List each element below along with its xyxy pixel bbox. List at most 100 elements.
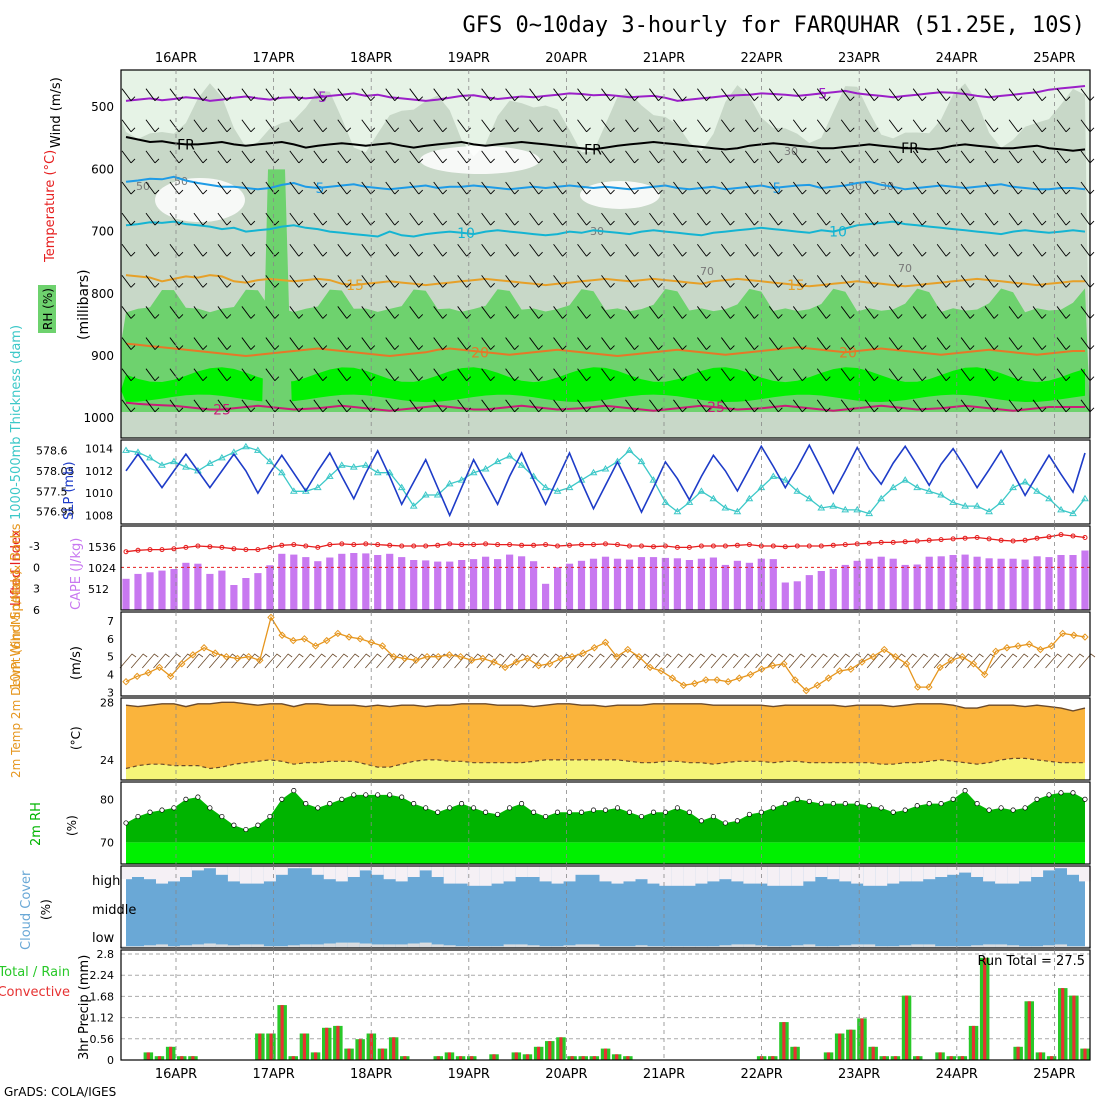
cloud-high-clear (335, 866, 348, 882)
thickness-point (313, 483, 322, 491)
isotherm-label: 5 (773, 181, 782, 197)
wind-barb (768, 275, 783, 288)
thickness-point (349, 463, 358, 470)
cloud-high-clear (971, 866, 984, 877)
thickness-point (913, 483, 922, 491)
wind-barb (457, 88, 471, 101)
surface-wind-barb (153, 653, 170, 669)
surface-wind-barb (721, 653, 739, 669)
cloud-low-clear (959, 946, 972, 948)
cloud-low-clear (1067, 946, 1079, 948)
cape-bar (242, 578, 250, 610)
wind-speed-point (646, 663, 654, 672)
wind-speed-point (434, 652, 442, 661)
cloud-high-clear (251, 866, 264, 884)
wind-speed-point (289, 636, 297, 645)
thickness-line (125, 446, 1086, 515)
isotherm-label: -5 (813, 86, 827, 102)
cloud-low-clear (563, 945, 576, 948)
rh-contour-label: 70 (898, 262, 912, 275)
precip-convective-bar (403, 1056, 407, 1060)
wind-barb (768, 212, 783, 226)
precip-convective-bar (269, 1033, 273, 1060)
thickness-point (829, 502, 838, 509)
rh2m-point (147, 809, 153, 815)
li-point (651, 544, 656, 550)
wind-speed-point (769, 661, 777, 670)
thickness-point (289, 487, 298, 494)
precip-convective-bar (871, 1046, 875, 1061)
cloud-high-clear (527, 866, 540, 877)
surface-wind-barb (1045, 653, 1062, 669)
wind-barb (289, 212, 304, 226)
cloud-high-clear (1079, 866, 1091, 882)
li-point (375, 542, 381, 548)
li-point (1022, 537, 1028, 543)
cape-bar (350, 553, 358, 610)
isotherm-label: 10 (829, 225, 847, 241)
wind-speed-point (211, 649, 219, 657)
wind-barb (577, 119, 591, 133)
cloud-low-clear (299, 944, 312, 948)
wind-barb (217, 88, 232, 101)
surface-wind-barb (989, 653, 1007, 669)
wind-barb (960, 243, 975, 257)
thickness-point (733, 507, 742, 515)
wind-barb (529, 337, 543, 350)
cape-bar (314, 561, 322, 610)
wind-barb (145, 181, 160, 195)
wind-barb (1056, 306, 1071, 319)
wind-barb (481, 399, 495, 413)
surface-wind-barb (844, 653, 862, 669)
wind-barb (457, 275, 471, 288)
wind-speed-point (389, 652, 398, 661)
cloud-low-clear (875, 946, 888, 948)
thickness-point (301, 487, 310, 494)
wind-barb (625, 243, 639, 257)
li-point (591, 542, 596, 548)
wind-speed-point (902, 660, 911, 668)
wind-barb (121, 399, 136, 413)
wind-barb (984, 275, 999, 288)
li-axis-label: Lifted Index (9, 529, 24, 606)
wind-barb (864, 275, 879, 288)
rh2m-point (543, 813, 549, 820)
cloud-low-clear (383, 944, 396, 948)
cape-bar (482, 556, 490, 610)
wind-barb (960, 399, 975, 413)
thickness-point (241, 442, 250, 450)
precip-convective-bar (960, 1056, 964, 1060)
pressure-tick-label: 700 (91, 225, 114, 239)
wind-barb (960, 181, 975, 195)
precip-convective-bar (860, 1018, 864, 1060)
wind-speed-point (858, 658, 866, 666)
precip-tick-label: 2.24 (90, 969, 115, 982)
li-point (950, 536, 956, 542)
day-label-top: 23APR (838, 51, 880, 66)
wind-barb (625, 306, 639, 319)
slp-tick-label: 1010 (85, 487, 113, 500)
pressure-tick-label: 500 (91, 100, 114, 114)
wind-speed-point (757, 665, 766, 673)
cape-bar (122, 578, 130, 610)
rh2m-point (1058, 790, 1064, 796)
rh2m-point (375, 792, 381, 798)
wind-barb (768, 88, 783, 101)
day-label-bottom: 20APR (545, 1067, 587, 1082)
wind-speed-point (501, 663, 509, 672)
rh2m-point (303, 801, 309, 807)
cloud-high-clear (539, 866, 552, 882)
cloud-high-clear (275, 866, 288, 875)
precip-convective-bar (581, 1056, 585, 1060)
cloud-high-clear (863, 866, 876, 886)
li-point (746, 542, 752, 548)
wind-barb (145, 212, 160, 226)
surface-wind-barb (309, 653, 326, 669)
cloud-low-clear (767, 946, 780, 948)
thickness-point (865, 509, 874, 517)
precip-convective-bar (615, 1054, 619, 1060)
surface-wind-barb (643, 653, 661, 669)
rh2m-point (495, 811, 501, 817)
wind-barb (864, 337, 879, 350)
cloud-high-clear (983, 866, 996, 882)
